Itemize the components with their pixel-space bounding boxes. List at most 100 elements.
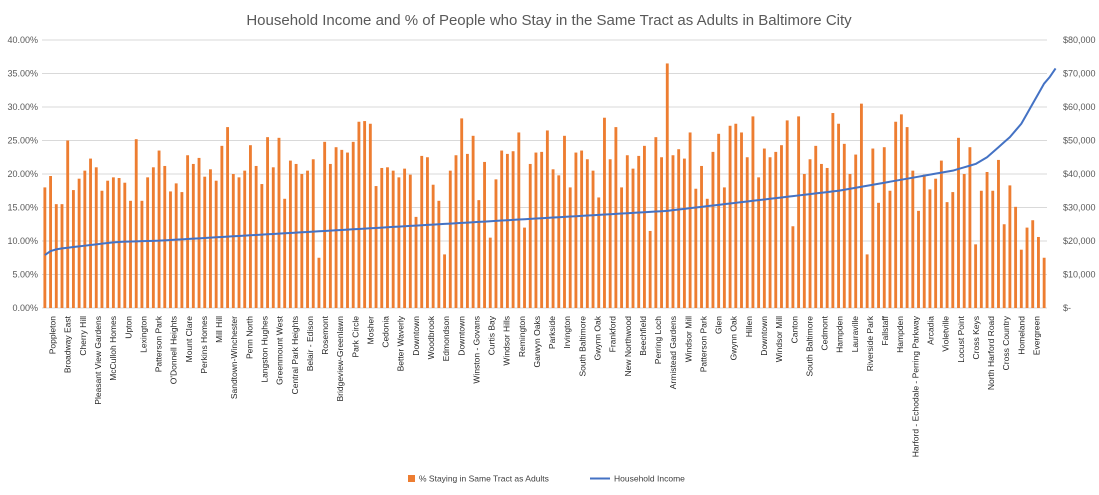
x-tick-label: Broadway East: [63, 315, 73, 373]
bar: [271, 167, 275, 308]
bar: [837, 123, 841, 308]
bar: [871, 148, 875, 308]
bar: [294, 163, 298, 308]
bar: [985, 171, 989, 308]
x-tick-label: Upton: [123, 316, 133, 339]
bar: [437, 200, 441, 308]
x-tick-label: Sandtown-Winchester: [229, 316, 239, 399]
bar: [163, 165, 167, 308]
x-tick-label: Gwynn Oak: [592, 315, 602, 360]
x-tick-label: Hampden: [835, 316, 845, 353]
y-tick-label-left: 5.00%: [12, 270, 38, 280]
bar: [705, 198, 709, 308]
bar: [671, 155, 675, 308]
x-tick-label: Greenmount West: [275, 315, 285, 384]
bar: [528, 163, 532, 308]
bar: [266, 137, 269, 308]
x-tick-label: Irvington: [562, 316, 572, 349]
x-tick-label: Downtown: [411, 316, 421, 356]
bar: [802, 174, 806, 308]
bar: [460, 118, 464, 308]
bar: [751, 116, 755, 308]
bar: [129, 200, 132, 308]
bar: [551, 169, 555, 308]
bar: [580, 150, 584, 308]
bar: [682, 158, 686, 308]
bar: [939, 160, 943, 308]
bar: [922, 174, 926, 308]
bar: [180, 192, 184, 308]
bar: [574, 152, 578, 308]
bar: [357, 121, 361, 309]
bar: [899, 114, 903, 309]
bar: [151, 167, 155, 308]
bar: [186, 155, 190, 308]
x-tick-label: Garwyn Oaks: [532, 316, 542, 368]
bar: [945, 202, 949, 308]
bar: [368, 123, 372, 308]
bar: [540, 151, 544, 308]
bar: [60, 204, 64, 308]
bar: [157, 150, 161, 308]
x-tick-label: Windsor Mill: [683, 316, 693, 362]
x-tick-label: South Baltimore: [804, 316, 814, 377]
x-tick-label: Poppleton: [48, 316, 58, 355]
bar: [231, 174, 235, 308]
bar: [882, 147, 886, 308]
x-tick-label: North Harford Road: [986, 316, 996, 390]
y-axis-right: $- $10,000 $20,000 $30,000 $40,000 $50,000 $60…: [1063, 35, 1096, 313]
bar: [209, 169, 212, 308]
x-tick-label: Canton: [789, 316, 799, 344]
bar: [854, 154, 858, 308]
x-tick-label: Windsor Mill: [774, 316, 784, 362]
bar: [317, 257, 321, 308]
x-tick-label: Edmondson: [441, 316, 451, 362]
bar: [928, 189, 932, 308]
x-tick-label: Cross Keys: [971, 316, 981, 359]
bar: [974, 244, 978, 308]
bar: [694, 188, 698, 308]
x-tick-label: Evergreen: [1031, 316, 1041, 355]
bar: [625, 155, 629, 308]
bar: [722, 187, 726, 308]
x-tick-label: Beechfield: [638, 316, 648, 356]
bar: [825, 167, 829, 308]
y-tick-label-right: $60,000: [1063, 102, 1096, 112]
bar: [997, 159, 1000, 308]
x-tick-label: McCulloh Homes: [108, 316, 118, 381]
bar: [203, 176, 207, 308]
y-tick-label-right: $-: [1063, 303, 1071, 313]
x-tick-label: Belair - Edison: [305, 316, 315, 372]
line-series: [44, 67, 1057, 256]
bar: [465, 153, 469, 308]
bar: [277, 137, 281, 308]
x-tick-label: Park Circle: [350, 316, 360, 358]
x-tick-label: Perring Loch: [653, 316, 663, 364]
bar: [631, 168, 635, 308]
bar: [768, 157, 772, 308]
bar: [734, 123, 738, 308]
y-tick-label-left: 25.00%: [7, 136, 38, 146]
bar: [426, 157, 429, 308]
x-tick-label: Cherry Hill: [78, 316, 88, 356]
bar: [328, 163, 332, 308]
bar: [71, 190, 75, 308]
bar: [774, 151, 778, 308]
bar: [654, 137, 658, 308]
bar: [660, 157, 663, 308]
x-tick-label: South Baltimore: [577, 316, 587, 377]
bar: [597, 197, 601, 308]
x-tick-label: New Northwood: [623, 316, 633, 377]
x-tick-label: Hillen: [744, 316, 754, 338]
x-tick-label: Arcadia: [925, 316, 935, 345]
bar: [1025, 227, 1029, 308]
bar: [226, 127, 230, 308]
y-tick-label-right: $50,000: [1063, 136, 1096, 146]
bar: [77, 178, 81, 308]
legend-label-bar: % Staying in Same Tract as Adults: [419, 474, 549, 484]
bar: [842, 143, 846, 308]
bar: [323, 141, 327, 308]
bar: [745, 157, 749, 308]
bar: [214, 180, 218, 308]
